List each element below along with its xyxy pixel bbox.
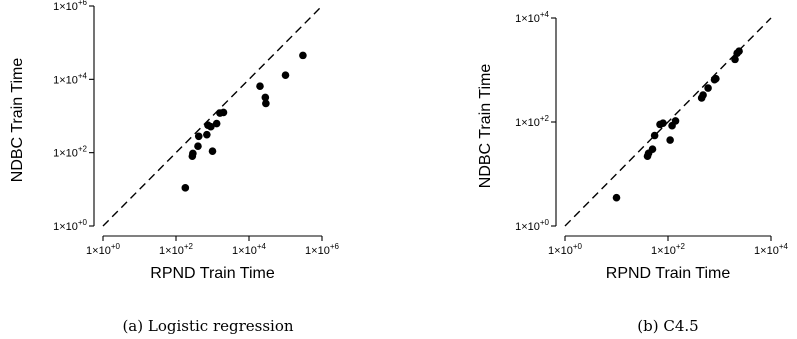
data-point xyxy=(666,136,674,144)
x-axis-label: RPND Train Time xyxy=(606,265,731,282)
data-point xyxy=(189,149,197,158)
panel-logistic-regression: 1×10+0 1×10+2 1×10+4 1×10+61×10+01×10+21×10… xyxy=(9,0,340,335)
x-tick-label: 1×10+2 xyxy=(651,242,685,257)
y-tick-label-exponent: +2 xyxy=(78,145,88,154)
x-tick-label-base: 1×10 xyxy=(159,245,184,257)
y-tick-label: 1×10+6 xyxy=(53,0,87,13)
x-tick-label: 1×10+0 xyxy=(86,242,120,257)
data-point xyxy=(281,71,290,79)
x-tick-label-exponent: +2 xyxy=(184,242,194,251)
x-tick-label: 1×10+2 xyxy=(159,242,193,257)
data-point xyxy=(212,119,221,128)
y-tick-label-base: 1×10 xyxy=(53,74,78,86)
data-point xyxy=(256,82,264,90)
x-tick-label-exponent: +0 xyxy=(111,242,121,251)
data-point xyxy=(731,55,739,64)
y-tick-label-base: 1×10 xyxy=(53,148,78,160)
data-point xyxy=(261,93,270,102)
y-tick-label-exponent: +6 xyxy=(78,0,88,7)
data-point xyxy=(299,51,307,60)
x-tick-label-base: 1×10 xyxy=(651,245,676,257)
data-point xyxy=(650,131,659,140)
y-tick-label-exponent: +4 xyxy=(540,10,550,19)
y-axis-label: NDBC Train Time xyxy=(477,64,494,189)
y-tick-label-exponent: +4 xyxy=(78,71,88,80)
data-point xyxy=(612,193,621,202)
x-tick-label-exponent: +4 xyxy=(779,242,789,251)
reference-line-y-equals-x xyxy=(564,17,772,227)
y-axis-label: NDBC Train Time xyxy=(9,58,26,183)
data-point xyxy=(699,91,707,99)
panel-caption: (a) Logistic regression xyxy=(122,317,293,335)
data-point xyxy=(181,184,190,192)
y-tick-label: 1×10+0 xyxy=(53,218,87,233)
data-point xyxy=(203,130,211,139)
x-tick-label-exponent: +0 xyxy=(573,242,583,251)
data-point xyxy=(208,147,217,155)
y-tick-label-exponent: +2 xyxy=(540,114,550,123)
x-tick-label: 1×10+4 xyxy=(754,242,788,257)
x-tick-label: 1×10+6 xyxy=(305,242,339,257)
y-tick-label: 1×10+4 xyxy=(515,10,549,25)
panel-c45: 1×10+0 1×10+2 1×10+41×10+01×10+21×10+4RPND… xyxy=(477,10,789,335)
data-point xyxy=(659,119,667,127)
x-tick-label: 1×10+4 xyxy=(232,242,266,257)
x-tick-label-base: 1×10 xyxy=(548,245,573,257)
x-tick-label-base: 1×10 xyxy=(305,245,330,257)
data-point xyxy=(262,99,270,108)
y-tick-label: 1×10+2 xyxy=(515,114,549,129)
y-tick-label-base: 1×10 xyxy=(53,221,78,233)
y-tick-label: 1×10+0 xyxy=(515,218,549,233)
data-point xyxy=(194,132,203,141)
data-point xyxy=(648,145,657,153)
data-point xyxy=(735,47,743,55)
x-axis-label: RPND Train Time xyxy=(150,265,275,282)
y-tick-label-exponent: +0 xyxy=(78,218,88,227)
x-tick-label-exponent: +2 xyxy=(676,242,686,251)
y-tick-label-exponent: +0 xyxy=(540,218,550,227)
x-tick-label-exponent: +4 xyxy=(257,242,267,251)
x-tick-label: 1×10+0 xyxy=(548,242,582,257)
x-tick-label-base: 1×10 xyxy=(754,245,779,257)
x-tick-label-base: 1×10 xyxy=(232,245,257,257)
data-point xyxy=(671,117,680,125)
y-tick-label-base: 1×10 xyxy=(515,117,540,129)
y-tick-label-base: 1×10 xyxy=(515,13,540,25)
reference-line-y-equals-x xyxy=(102,5,323,227)
y-tick-label-base: 1×10 xyxy=(515,221,540,233)
data-point xyxy=(704,84,712,92)
data-point xyxy=(219,108,228,117)
data-point xyxy=(194,142,202,151)
x-tick-label-exponent: +6 xyxy=(330,242,340,251)
y-tick-label-base: 1×10 xyxy=(53,1,78,13)
y-tick-label: 1×10+2 xyxy=(53,145,87,160)
data-point xyxy=(712,74,720,83)
panel-caption: (b) C4.5 xyxy=(637,317,698,335)
data-point xyxy=(207,122,215,131)
x-tick-label-base: 1×10 xyxy=(86,245,111,257)
y-tick-label: 1×10+4 xyxy=(53,71,87,86)
